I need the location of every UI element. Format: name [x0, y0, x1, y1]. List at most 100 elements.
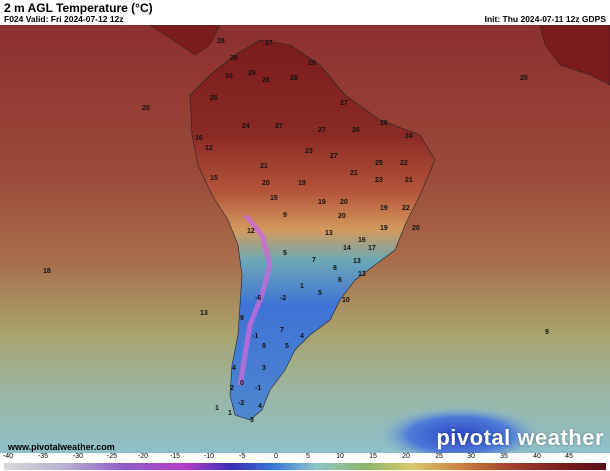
- map-title: 2 m AGL Temperature (°C): [4, 1, 153, 15]
- andes-ridge: [237, 213, 273, 386]
- colorbar-tick: 30: [467, 453, 475, 460]
- temp-label: 28: [290, 75, 298, 82]
- temp-label: 5: [283, 250, 287, 257]
- temp-label: 16: [358, 237, 366, 244]
- temp-label: 2: [230, 385, 234, 392]
- colorbar-tick: 25: [435, 453, 443, 460]
- temp-label: 28: [217, 38, 225, 45]
- temp-label: 1: [300, 283, 304, 290]
- header: 2 m AGL Temperature (°C) F024 Valid: Fri…: [0, 0, 610, 25]
- colorbar-tick: -5: [238, 453, 246, 460]
- site-url: www.pivotalweather.com: [8, 442, 115, 452]
- temp-label: 1: [215, 405, 219, 412]
- temp-label: 24: [242, 123, 250, 130]
- colorbar-tick: -25: [106, 453, 118, 460]
- colorbar-tick: -20: [137, 453, 149, 460]
- temp-label: 27: [340, 100, 348, 107]
- temp-label: 13: [358, 271, 366, 278]
- temp-label: 19: [298, 180, 306, 187]
- colorbar-tick: 20: [402, 453, 410, 460]
- cold-anomaly: [375, 405, 545, 453]
- colorbar-tick: 45: [565, 453, 573, 460]
- colorbar-tick: -40: [2, 453, 14, 460]
- temp-label: 27: [318, 127, 326, 134]
- temp-label: 25: [375, 160, 383, 167]
- temp-label: 26: [380, 120, 388, 127]
- temp-label: 15: [210, 175, 218, 182]
- temp-label: 23: [375, 177, 383, 184]
- temp-label: 26: [248, 70, 256, 77]
- temp-label: 26: [352, 127, 360, 134]
- temp-label: 21: [260, 163, 268, 170]
- temp-label: 0: [240, 380, 244, 387]
- colorbar: -40 -35 -30 -25 -20 -15 -10 -5 0 5 10 15…: [0, 453, 610, 471]
- temp-label: 21: [350, 170, 358, 177]
- temp-label: 22: [402, 205, 410, 212]
- temp-label: 27: [265, 40, 273, 47]
- colorbar-tick: -15: [169, 453, 181, 460]
- temp-label: 23: [305, 148, 313, 155]
- temp-label: 13: [325, 230, 333, 237]
- colorbar-tick: 35: [500, 453, 508, 460]
- northern-landmass: [149, 25, 221, 56]
- temp-label: 9: [545, 329, 549, 336]
- pivotal-weather-logo: pivotal weather: [436, 425, 604, 450]
- temp-label: 20: [340, 199, 348, 206]
- colorbar-tick: -35: [37, 453, 49, 460]
- colorbar-tick: 40: [533, 453, 541, 460]
- temp-label: 20: [412, 225, 420, 232]
- temp-label: 10: [225, 73, 233, 80]
- temp-label: 29: [308, 60, 316, 67]
- temp-label: 15: [270, 195, 278, 202]
- temp-label: 6: [338, 277, 342, 284]
- temp-label: 12: [205, 145, 213, 152]
- colorbar-tick: 10: [336, 453, 344, 460]
- temp-label: 13: [353, 258, 361, 265]
- temp-label: 20: [262, 180, 270, 187]
- temp-label: 13: [200, 310, 208, 317]
- temp-label: -1: [255, 385, 262, 392]
- temp-label: -1: [252, 333, 259, 340]
- temp-label: 19: [380, 205, 388, 212]
- temp-label: 18: [43, 268, 51, 275]
- africa-edge: [539, 25, 610, 86]
- temp-label: 19: [318, 199, 326, 206]
- temp-label: 3: [250, 417, 254, 424]
- temp-label: 19: [380, 225, 388, 232]
- temp-label: 4: [232, 365, 236, 372]
- temp-label: 16: [195, 135, 203, 142]
- temp-label: 10: [342, 297, 350, 304]
- temp-label: 26: [210, 95, 218, 102]
- temp-label: 3: [262, 365, 266, 372]
- temp-label: 4: [258, 403, 262, 410]
- map-canvas: [0, 25, 610, 453]
- temp-label: 27: [275, 123, 283, 130]
- temp-label: 4: [300, 333, 304, 340]
- temp-label: 28: [230, 55, 238, 62]
- colorbar-tick: -10: [203, 453, 215, 460]
- temp-label: 1: [228, 410, 232, 417]
- temp-label: 14: [343, 245, 351, 252]
- temp-label: 24: [405, 133, 413, 140]
- temp-label: 22: [400, 160, 408, 167]
- temp-label: 7: [280, 327, 284, 334]
- colorbar-gradient: [4, 463, 606, 470]
- temp-label: 17: [368, 245, 376, 252]
- init-time: Init: Thu 2024-07-11 12z GDPS: [484, 14, 606, 24]
- temp-label: 5: [318, 290, 322, 297]
- temp-label: 20: [142, 105, 150, 112]
- temp-label: 20: [338, 213, 346, 220]
- colorbar-tick: 0: [274, 453, 278, 460]
- temp-label: 9: [283, 212, 287, 219]
- temp-label: 5: [285, 343, 289, 350]
- temp-label: 12: [247, 228, 255, 235]
- temp-label: -2: [280, 295, 287, 302]
- temp-label: 9: [262, 343, 266, 350]
- colorbar-tick: 15: [369, 453, 377, 460]
- temp-label: 9: [240, 315, 244, 322]
- temp-label: -6: [255, 295, 262, 302]
- temperature-map: 20 18 13 9 28 27 29 28 28 26 28 10 26 27…: [0, 25, 610, 453]
- temp-label: 28: [262, 77, 270, 84]
- temp-label: 27: [330, 153, 338, 160]
- temp-label: 7: [312, 257, 316, 264]
